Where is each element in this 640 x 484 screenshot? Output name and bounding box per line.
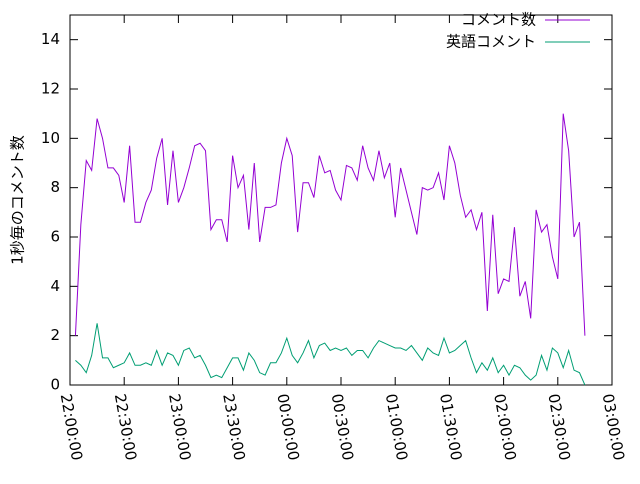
x-tick-label: 01:30:00 xyxy=(436,392,465,461)
y-tick-label: 2 xyxy=(50,326,60,344)
y-tick-label: 6 xyxy=(50,228,60,246)
y-tick-label: 0 xyxy=(50,376,60,394)
y-tick-label: 8 xyxy=(50,178,60,196)
x-tick-label: 23:30:00 xyxy=(219,392,248,461)
x-tick-label: 22:30:00 xyxy=(111,392,140,461)
series-line xyxy=(75,323,586,386)
x-tick-label: 01:00:00 xyxy=(382,392,411,461)
x-tick-label: 00:30:00 xyxy=(328,392,357,461)
x-tick-label: 03:00:00 xyxy=(599,392,628,461)
y-tick-label: 4 xyxy=(50,277,60,295)
x-tick-label: 23:00:00 xyxy=(165,392,194,461)
y-tick-label: 10 xyxy=(41,129,60,147)
legend-label: コメント数 xyxy=(461,11,536,29)
series-line xyxy=(74,113,586,336)
legend-label: 英語コメント xyxy=(446,33,536,51)
y-tick-label: 12 xyxy=(41,80,60,98)
y-axis-label: 1秒毎のコメント数 xyxy=(9,135,27,265)
x-tick-label: 22:00:00 xyxy=(57,392,86,461)
x-tick-label: 02:00:00 xyxy=(490,392,519,461)
x-tick-label: 02:30:00 xyxy=(544,392,573,461)
y-tick-label: 14 xyxy=(41,30,60,48)
x-tick-label: 00:00:00 xyxy=(273,392,302,461)
